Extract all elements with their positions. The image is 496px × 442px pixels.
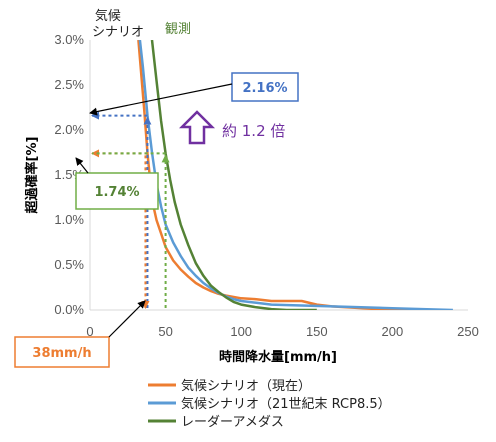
x-tick-label: 150 — [306, 324, 328, 339]
x-tick-label: 50 — [158, 324, 172, 339]
legend-label: 気候シナリオ（21世紀末 RCP8.5） — [181, 396, 391, 412]
climate-scenario-label: 気候 シナリオ — [92, 8, 144, 40]
x-tick-label: 100 — [230, 324, 252, 339]
obs-value-callout: 1.74% — [75, 157, 159, 210]
obs-value-text: 1.74% — [94, 185, 139, 200]
legend-label: レーダーアメダス — [181, 415, 284, 430]
y-tick-label: 3.0% — [54, 32, 84, 47]
rcp-value-text: 2.16% — [242, 81, 287, 96]
rcp-value-callout: 2.16% — [89, 72, 299, 116]
y-tick-label: 0.0% — [54, 302, 84, 317]
y-tick-label: 2.0% — [54, 122, 84, 137]
y-tick-label: 0.5% — [54, 257, 84, 272]
threshold-callout: 38mm/h — [14, 300, 146, 368]
y-axis-title: 超過確率[%] — [24, 137, 40, 214]
legend-label: 気候シナリオ（現在） — [181, 378, 311, 394]
up-arrow-icon — [178, 110, 216, 145]
x-axis-ticks: 0 50 100 150 200 250 — [86, 324, 478, 339]
ratio-callout: 約 1.2 倍 — [178, 110, 285, 145]
x-axis-title: 時間降水量[mm/h] — [219, 349, 337, 365]
threshold-text: 38mm/h — [32, 346, 91, 361]
legend: 気候シナリオ（現在） 気候シナリオ（21世紀末 RCP8.5） レーダーアメダス — [148, 378, 391, 430]
y-tick-label: 1.0% — [54, 212, 84, 227]
y-axis-ticks: 0.0%0.5%1.0%1.5%2.0%2.5%3.0% — [54, 32, 84, 317]
x-tick-label: 0 — [86, 324, 93, 339]
observation-label: 観測 — [165, 22, 191, 37]
ratio-text: 約 1.2 倍 — [222, 122, 285, 140]
x-tick-label: 200 — [382, 324, 404, 339]
x-tick-label: 250 — [457, 324, 479, 339]
y-tick-label: 2.5% — [54, 77, 84, 92]
